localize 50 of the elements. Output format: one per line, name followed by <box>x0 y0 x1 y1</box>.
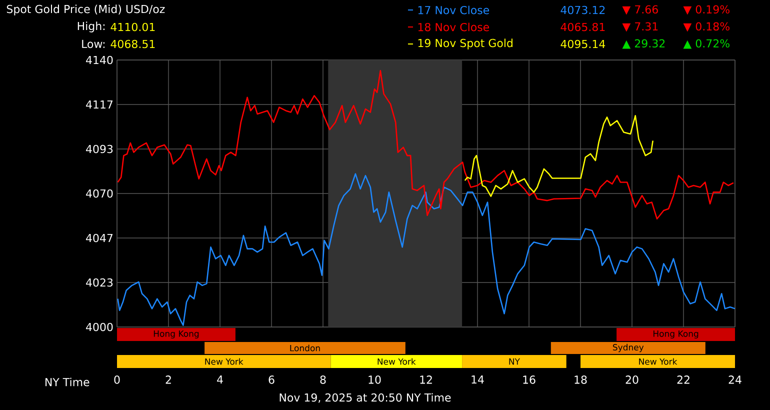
legend-label: 18 Nov Close <box>418 22 490 32</box>
text: Low: <box>82 40 105 48</box>
line-series <box>464 115 654 198</box>
legend-label: 19 Nov Spot Gold <box>418 38 512 50</box>
chart-title: Spot Gold Price (Mid) USD/oz <box>6 4 165 16</box>
text: ▲ 0.72% <box>683 39 730 49</box>
text: 4073.12 <box>560 6 605 14</box>
x-tick-label: 8 <box>320 376 326 384</box>
text: ▼ 0.18% <box>683 22 730 32</box>
text: London <box>290 344 320 352</box>
text: ▼ 7.31 <box>622 22 658 32</box>
x-tick-label: 14 <box>472 376 484 384</box>
text: New York <box>378 358 416 365</box>
line-series <box>117 173 736 326</box>
x-tick-label: 6 <box>268 376 274 384</box>
y-tick-label: 4093 <box>86 144 113 154</box>
x-tick-label: 4 <box>217 376 223 384</box>
x-tick-label: 12 <box>420 376 432 384</box>
text: ▲ 29.32 <box>622 39 665 49</box>
x-axis-title: NY Time <box>46 378 90 386</box>
text: 4065.81 <box>560 22 605 32</box>
text: ▼ 0.19% <box>683 5 730 15</box>
x-tick-label: 22 <box>677 376 690 384</box>
y-tick-label: 4117 <box>86 100 113 109</box>
y-tick-label: 4070 <box>86 189 113 198</box>
x-tick-label: 0 <box>114 376 120 384</box>
text: New York <box>205 358 244 365</box>
text: High: <box>78 22 105 32</box>
y-tick-label: 4023 <box>86 278 113 287</box>
text: Nov 19, 2025 at 20:50 NY Time <box>280 393 451 403</box>
text: 4110.01 <box>110 22 155 32</box>
x-tick-label: 10 <box>368 376 381 384</box>
text: 4068.51 <box>110 40 155 48</box>
text: 4095.14 <box>560 40 606 48</box>
x-tick-label: 24 <box>728 376 742 384</box>
text: ▼ 7.66 <box>622 5 658 15</box>
text: NY <box>509 358 520 365</box>
x-tick-label: 16 <box>523 376 536 384</box>
y-tick-label: 4000 <box>86 322 113 332</box>
text: New York <box>639 358 678 365</box>
text: Hong Kong <box>154 330 199 338</box>
x-tick-label: 20 <box>626 376 638 384</box>
x-tick-label: 2 <box>166 376 171 384</box>
y-tick-label: 4047 <box>86 234 113 242</box>
text: Sydney <box>612 344 644 352</box>
text: Hong Kong <box>654 330 698 338</box>
line-series <box>117 70 734 220</box>
legend-label: 17 Nov Close <box>418 6 490 14</box>
x-tick-label: 18 <box>574 376 587 384</box>
y-tick-label: 4140 <box>86 56 113 64</box>
